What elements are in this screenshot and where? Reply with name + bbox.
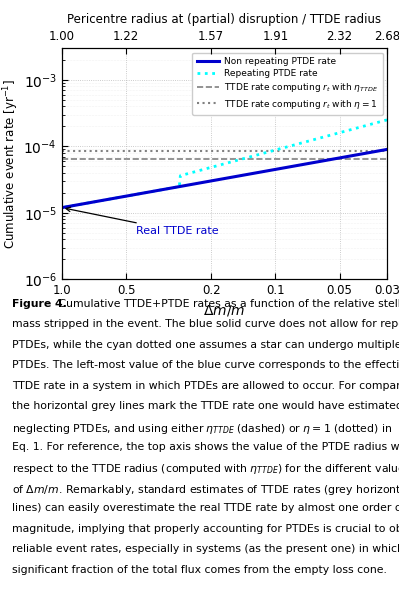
Line: Non repeating PTDE rate: Non repeating PTDE rate <box>62 150 387 208</box>
Non repeating PTDE rate <box>192 180 197 188</box>
Non repeating PTDE rate <box>383 146 388 153</box>
Repeating PTDE rate <box>383 117 388 124</box>
Text: significant fraction of the total flux comes from the empty loss cone.: significant fraction of the total flux c… <box>12 565 387 575</box>
Repeating PTDE rate <box>191 168 196 175</box>
Text: the horizontal grey lines mark the TTDE rate one would have estimated: the horizontal grey lines mark the TTDE … <box>12 401 399 411</box>
Y-axis label: Cumulative event rate [yr$^{-1}$]: Cumulative event rate [yr$^{-1}$] <box>1 79 21 249</box>
Repeating PTDE rate <box>59 204 64 212</box>
Text: neglecting PTDEs, and using either $\eta_{TTDE}$ (dashed) or $\eta = 1$ (dotted): neglecting PTDEs, and using either $\eta… <box>12 422 392 436</box>
Repeating PTDE rate <box>385 116 389 123</box>
Legend: Non repeating PTDE rate, Repeating PTDE rate, TTDE rate computing $r_t$ with $\e: Non repeating PTDE rate, Repeating PTDE … <box>192 53 383 115</box>
Non repeating PTDE rate <box>90 198 95 206</box>
Non repeating PTDE rate <box>111 195 115 202</box>
Text: reliable event rates, especially in systems (as the present one) in which a: reliable event rates, especially in syst… <box>12 545 399 554</box>
Text: lines) can easily overestimate the real TTDE rate by almost one order of: lines) can easily overestimate the real … <box>12 504 399 513</box>
Text: PTDEs. The left-most value of the blue curve corresponds to the effective: PTDEs. The left-most value of the blue c… <box>12 361 399 370</box>
Repeating PTDE rate <box>90 198 95 206</box>
Repeating PTDE rate <box>111 195 115 202</box>
Repeating PTDE rate <box>192 168 197 175</box>
Text: Figure 4.: Figure 4. <box>12 299 67 309</box>
Line: Repeating PTDE rate: Repeating PTDE rate <box>62 120 387 208</box>
Non repeating PTDE rate <box>191 180 196 188</box>
Non repeating PTDE rate <box>186 182 190 189</box>
Text: TTDE rate in a system in which PTDEs are allowed to occur. For comparison,: TTDE rate in a system in which PTDEs are… <box>12 381 399 391</box>
Text: mass stripped in the event. The blue solid curve does not allow for repeating: mass stripped in the event. The blue sol… <box>12 319 399 329</box>
Text: Eq. 1. For reference, the top axis shows the value of the PTDE radius with: Eq. 1. For reference, the top axis shows… <box>12 442 399 452</box>
Non repeating PTDE rate <box>59 204 64 212</box>
X-axis label: Pericentre radius at (partial) disruption / TTDE radius: Pericentre radius at (partial) disruptio… <box>67 13 381 26</box>
Text: magnitude, implying that properly accounting for PTDEs is crucial to obtain: magnitude, implying that properly accoun… <box>12 523 399 534</box>
Non repeating PTDE rate <box>385 146 389 153</box>
Text: respect to the TTDE radius (computed with $\eta_{TTDE}$) for the different value: respect to the TTDE radius (computed wit… <box>12 463 399 477</box>
Repeating PTDE rate <box>186 170 190 177</box>
Text: Cumulative TTDE+PTDE rates as a function of the relative stellar: Cumulative TTDE+PTDE rates as a function… <box>55 299 399 309</box>
Text: of $\Delta m/m$. Remarkably, standard estimates of TTDE rates (grey horizontal: of $\Delta m/m$. Remarkably, standard es… <box>12 483 399 497</box>
X-axis label: $\Delta m/m$: $\Delta m/m$ <box>203 303 245 318</box>
Text: PTDEs, while the cyan dotted one assumes a star can undergo multiple: PTDEs, while the cyan dotted one assumes… <box>12 340 399 350</box>
Text: Real TTDE rate: Real TTDE rate <box>66 207 219 236</box>
